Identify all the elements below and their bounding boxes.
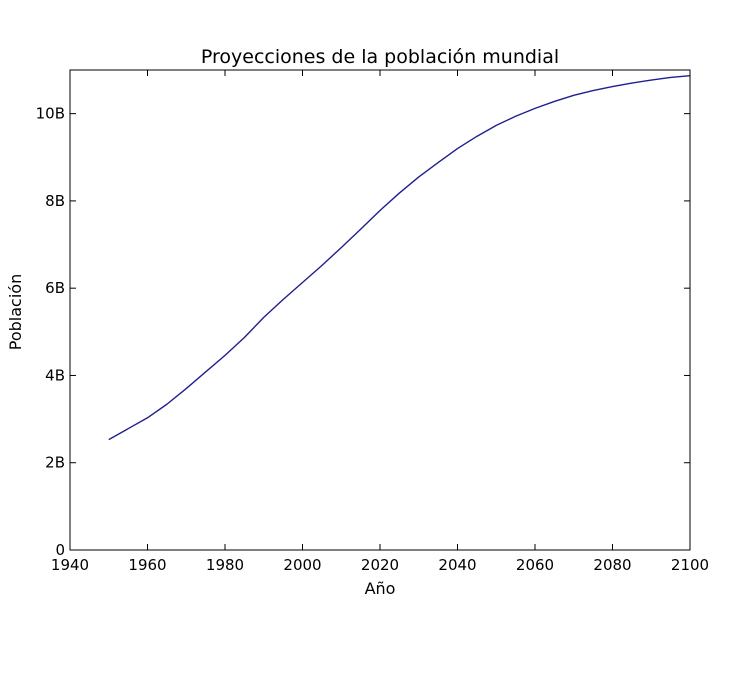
lines-layer: [108, 74, 691, 441]
x-tick-label: 1960: [128, 556, 166, 574]
y-tick-label: 10B: [36, 105, 65, 123]
x-tick-label: 2020: [361, 556, 399, 574]
ticks-layer: 1940 1960 1980 2000 2020 2040 2060 2080 2100 0 2B 4…: [36, 70, 709, 574]
x-tick-label: 1940: [51, 556, 89, 574]
y-tick-label: 4B: [45, 366, 65, 384]
x-axis-label: Año: [365, 579, 396, 598]
x-tick-label: 1980: [206, 556, 244, 574]
x-tick-label: 2060: [516, 556, 554, 574]
series-line: [108, 74, 691, 441]
y-tick-label: 6B: [45, 279, 65, 297]
y-tick-label: 0: [55, 541, 65, 559]
x-tick-label: 2040: [438, 556, 476, 574]
plot-frame: [69, 69, 691, 551]
chart-title: Proyecciones de la población mundial: [201, 46, 559, 68]
x-tick-label: 2100: [671, 556, 709, 574]
x-tick-label: 2000: [283, 556, 321, 574]
x-tick-label: 2080: [593, 556, 631, 574]
y-tick-label: 8B: [45, 192, 65, 210]
y-tick-label: 2B: [45, 454, 65, 472]
y-axis-label: Población: [6, 274, 25, 350]
